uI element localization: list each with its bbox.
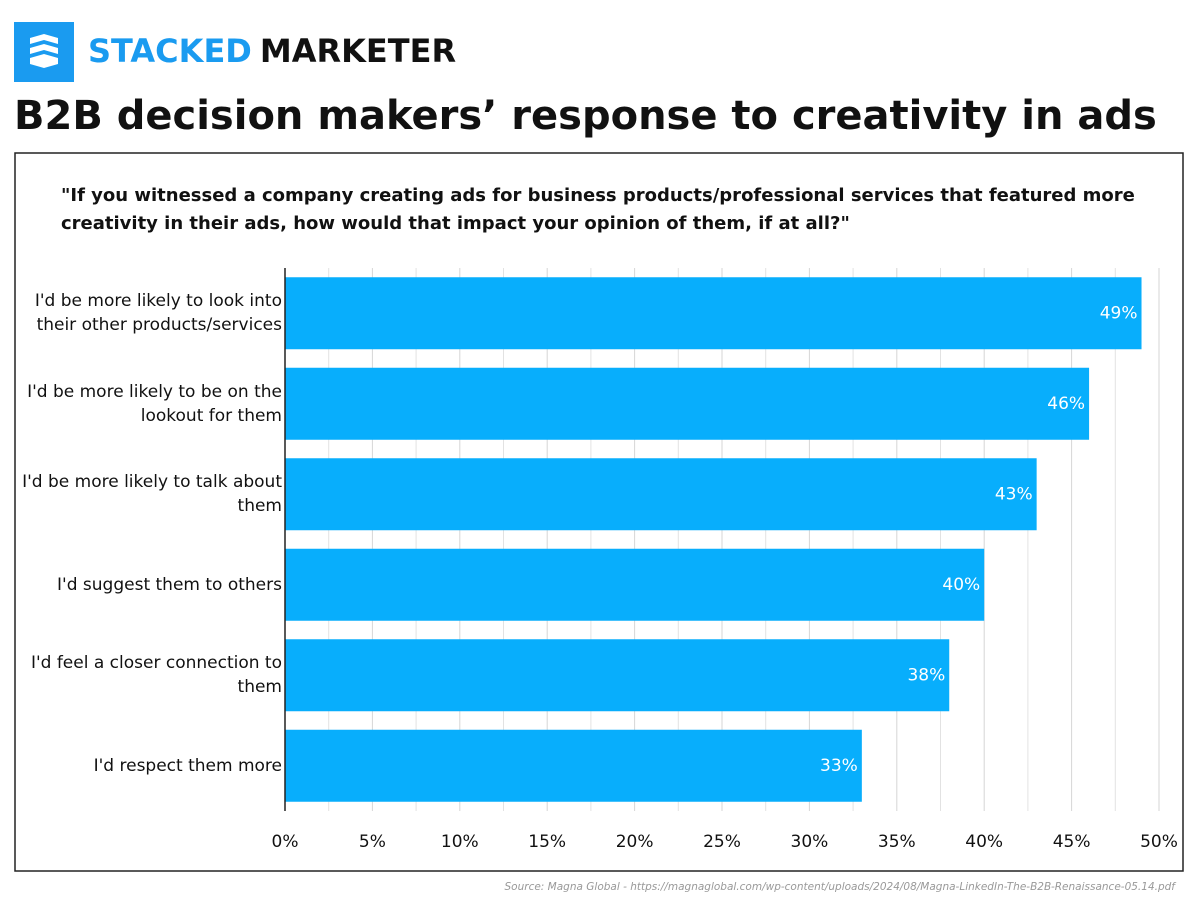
- bar: [285, 548, 985, 621]
- x-tick-label: 35%: [878, 832, 916, 852]
- bar: [285, 458, 1037, 531]
- bar: [285, 367, 1090, 440]
- y-tick-label: I'd be more likely to be on the lookout …: [27, 381, 282, 426]
- x-tick-label: 45%: [1053, 832, 1091, 852]
- brand-part: MARKETER: [260, 32, 456, 70]
- x-tick-label: 15%: [528, 832, 566, 852]
- bar: [285, 639, 950, 712]
- x-tick-label: 30%: [791, 832, 829, 852]
- logo: [14, 22, 74, 82]
- bar: [285, 277, 1142, 350]
- value-label: 38%: [907, 665, 945, 685]
- value-label: 40%: [942, 575, 980, 595]
- x-tick-label: 25%: [703, 832, 741, 852]
- x-tick-label: 5%: [359, 832, 386, 852]
- value-label: 33%: [820, 756, 858, 776]
- value-label: 49%: [1100, 303, 1138, 323]
- value-label: 46%: [1047, 394, 1085, 414]
- brand: STACKED MARKETER: [88, 32, 456, 70]
- y-tick-label: I'd be more likely to talk about them: [22, 472, 282, 517]
- brand-part: STACKED: [88, 32, 252, 70]
- value-label: 43%: [995, 484, 1033, 504]
- x-tick-label: 40%: [965, 832, 1003, 852]
- y-tick-label: I'd respect them more: [93, 755, 282, 776]
- x-tick-label: 50%: [1140, 832, 1178, 852]
- y-tick-label: I'd be more likely to look into their ot…: [34, 291, 282, 336]
- y-tick-label: I'd suggest them to others: [57, 574, 282, 595]
- y-tick-label: I'd feel a closer connection to them: [30, 653, 282, 698]
- chart-subtitle: "If you witnessed a company creating ads…: [61, 185, 1135, 234]
- source: Source: Magna Global - https://magnaglob…: [505, 881, 1178, 893]
- x-tick-label: 10%: [441, 832, 479, 852]
- bar: [285, 729, 862, 802]
- x-tick-label: 0%: [272, 832, 299, 852]
- logo-icon: [30, 34, 58, 68]
- chart-title: B2B decision makers’ response to creativ…: [14, 93, 1157, 139]
- frame: [14, 152, 1184, 872]
- x-tick-label: 20%: [616, 832, 654, 852]
